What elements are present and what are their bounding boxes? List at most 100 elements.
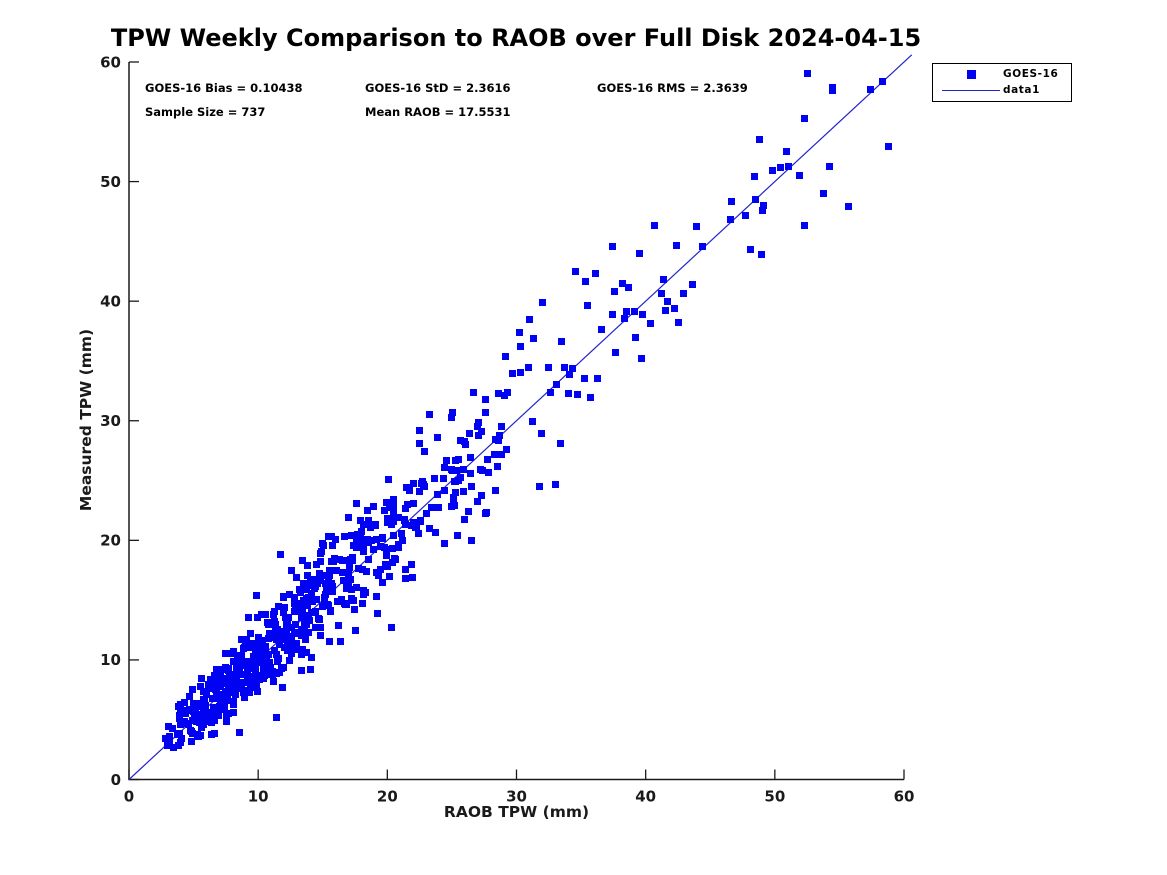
- scatter-point: [465, 508, 472, 515]
- scatter-point: [416, 488, 423, 495]
- scatter-point: [785, 163, 792, 170]
- scatter-point: [671, 305, 678, 312]
- scatter-point: [243, 636, 250, 643]
- scatter-point: [492, 487, 499, 494]
- scatter-point: [217, 700, 224, 707]
- scatter-point: [346, 564, 353, 571]
- scatter-point: [404, 501, 411, 508]
- scatter-point: [345, 514, 352, 521]
- scatter-point: [291, 608, 298, 615]
- scatter-point: [406, 487, 413, 494]
- scatter-point: [232, 691, 239, 698]
- scatter-point: [260, 675, 267, 682]
- scatter-point: [474, 423, 481, 430]
- scatter-point: [308, 590, 315, 597]
- scatter-point: [203, 691, 210, 698]
- scatter-point: [441, 487, 448, 494]
- scatter-point: [769, 167, 776, 174]
- scatter-point: [364, 507, 371, 514]
- scatter-point: [213, 666, 220, 673]
- scatter-point: [621, 315, 628, 322]
- scatter-point: [460, 488, 467, 495]
- scatter-point: [299, 557, 306, 564]
- scatter-point: [200, 716, 207, 723]
- scatter-point: [264, 619, 271, 626]
- scatter-point: [572, 268, 579, 275]
- scatter-point: [638, 355, 645, 362]
- scatter-point: [609, 311, 616, 318]
- x-tick-label: 20: [377, 788, 398, 806]
- scatter-point: [449, 409, 456, 416]
- scatter-point: [783, 148, 790, 155]
- scatter-point: [553, 381, 560, 388]
- scatter-point: [208, 719, 215, 726]
- scatter-point: [417, 517, 424, 524]
- scatter-point: [230, 658, 237, 665]
- scatter-point: [386, 504, 393, 511]
- scatter-point: [351, 606, 358, 613]
- scatter-point: [215, 712, 222, 719]
- scatter-point: [320, 542, 327, 549]
- scatter-point: [274, 626, 281, 633]
- scatter-point: [474, 498, 481, 505]
- scatter-point: [491, 451, 498, 458]
- scatter-point: [196, 719, 203, 726]
- scatter-point: [331, 555, 338, 562]
- scatter-point: [306, 617, 313, 624]
- scatter-point: [752, 196, 759, 203]
- scatter-point: [323, 587, 330, 594]
- scatter-point: [475, 432, 482, 439]
- scatter-point: [389, 545, 396, 552]
- scatter-point: [338, 596, 345, 603]
- scatter-point: [467, 470, 474, 477]
- scatter-point: [421, 483, 428, 490]
- scatter-point: [390, 518, 397, 525]
- scatter-point: [252, 652, 259, 659]
- scatter-point: [296, 586, 303, 593]
- scatter-point: [452, 478, 459, 485]
- y-tick-label: 20: [100, 532, 121, 550]
- scatter-point: [269, 671, 276, 678]
- scatter-point: [256, 648, 263, 655]
- scatter-point: [373, 569, 380, 576]
- scatter-point: [639, 311, 646, 318]
- scatter-point: [240, 645, 247, 652]
- scatter-point: [441, 540, 448, 547]
- scatter-point: [416, 427, 423, 434]
- scatter-point: [273, 636, 280, 643]
- scatter-point: [287, 638, 294, 645]
- scatter-point: [335, 622, 342, 629]
- scatter-point: [288, 567, 295, 574]
- scatter-point: [188, 738, 195, 745]
- scatter-point: [222, 650, 229, 657]
- scatter-point: [410, 519, 417, 526]
- scatter-point: [466, 430, 473, 437]
- scatter-point: [344, 581, 351, 588]
- scatter-point: [398, 530, 405, 537]
- scatter-point: [216, 704, 223, 711]
- scatter-point: [262, 611, 269, 618]
- scatter-point: [350, 542, 357, 549]
- scatter-point: [252, 669, 259, 676]
- scatter-point: [286, 591, 293, 598]
- scatter-point: [484, 456, 491, 463]
- scatter-point: [321, 594, 328, 601]
- scatter-point: [192, 712, 199, 719]
- scatter-point: [302, 636, 309, 643]
- scatter-point: [222, 664, 229, 671]
- scatter-point: [509, 370, 516, 377]
- x-axis-label: RAOB TPW (mm): [443, 803, 590, 821]
- scatter-point: [213, 683, 220, 690]
- scatter-point: [467, 454, 474, 461]
- scatter-point: [428, 504, 435, 511]
- scatter-point: [248, 644, 255, 651]
- scatter-point: [538, 430, 545, 437]
- scatter-point: [340, 577, 347, 584]
- scatter-point: [199, 701, 206, 708]
- scatter-point: [470, 389, 477, 396]
- scatter-point: [253, 592, 260, 599]
- scatter-point: [304, 572, 311, 579]
- legend-entry-data1: data1: [939, 83, 1065, 98]
- scatter-point: [223, 718, 230, 725]
- scatter-point: [751, 173, 758, 180]
